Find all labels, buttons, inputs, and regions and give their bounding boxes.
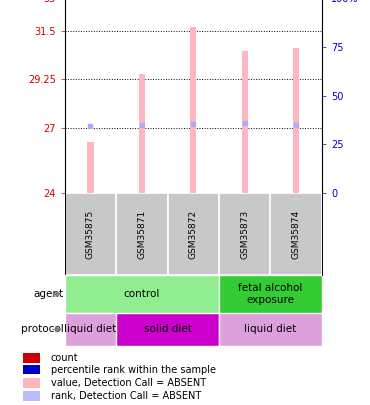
Bar: [65, 193, 116, 275]
Text: fetal alcohol
exposure: fetal alcohol exposure: [238, 283, 303, 305]
Text: percentile rank within the sample: percentile rank within the sample: [50, 364, 215, 375]
Bar: [219, 313, 322, 346]
Bar: [219, 275, 322, 313]
Bar: [23, 391, 40, 401]
Text: count: count: [50, 353, 78, 363]
Bar: [23, 365, 40, 374]
Text: rank, Detection Call = ABSENT: rank, Detection Call = ABSENT: [50, 391, 201, 401]
Bar: [87, 142, 94, 193]
Bar: [65, 313, 116, 346]
Text: GSM35873: GSM35873: [240, 209, 249, 259]
Bar: [116, 193, 168, 275]
Text: liquid diet: liquid diet: [244, 324, 297, 335]
Bar: [190, 27, 196, 193]
Bar: [293, 48, 299, 193]
Bar: [139, 74, 145, 193]
Text: GSM35871: GSM35871: [137, 209, 147, 259]
Bar: [116, 313, 219, 346]
Text: GSM35874: GSM35874: [292, 209, 301, 258]
Text: GSM35875: GSM35875: [86, 209, 95, 259]
Text: control: control: [124, 289, 160, 299]
Bar: [23, 378, 40, 388]
Text: GSM35872: GSM35872: [189, 209, 198, 258]
Bar: [242, 51, 248, 193]
Text: solid diet: solid diet: [144, 324, 192, 335]
Bar: [23, 353, 40, 363]
Text: value, Detection Call = ABSENT: value, Detection Call = ABSENT: [50, 378, 206, 388]
Text: agent: agent: [34, 289, 64, 299]
Bar: [270, 193, 322, 275]
Bar: [65, 275, 219, 313]
Bar: [219, 193, 270, 275]
Text: liquid diet: liquid diet: [64, 324, 117, 335]
Text: protocol: protocol: [21, 324, 64, 335]
Bar: [168, 193, 219, 275]
